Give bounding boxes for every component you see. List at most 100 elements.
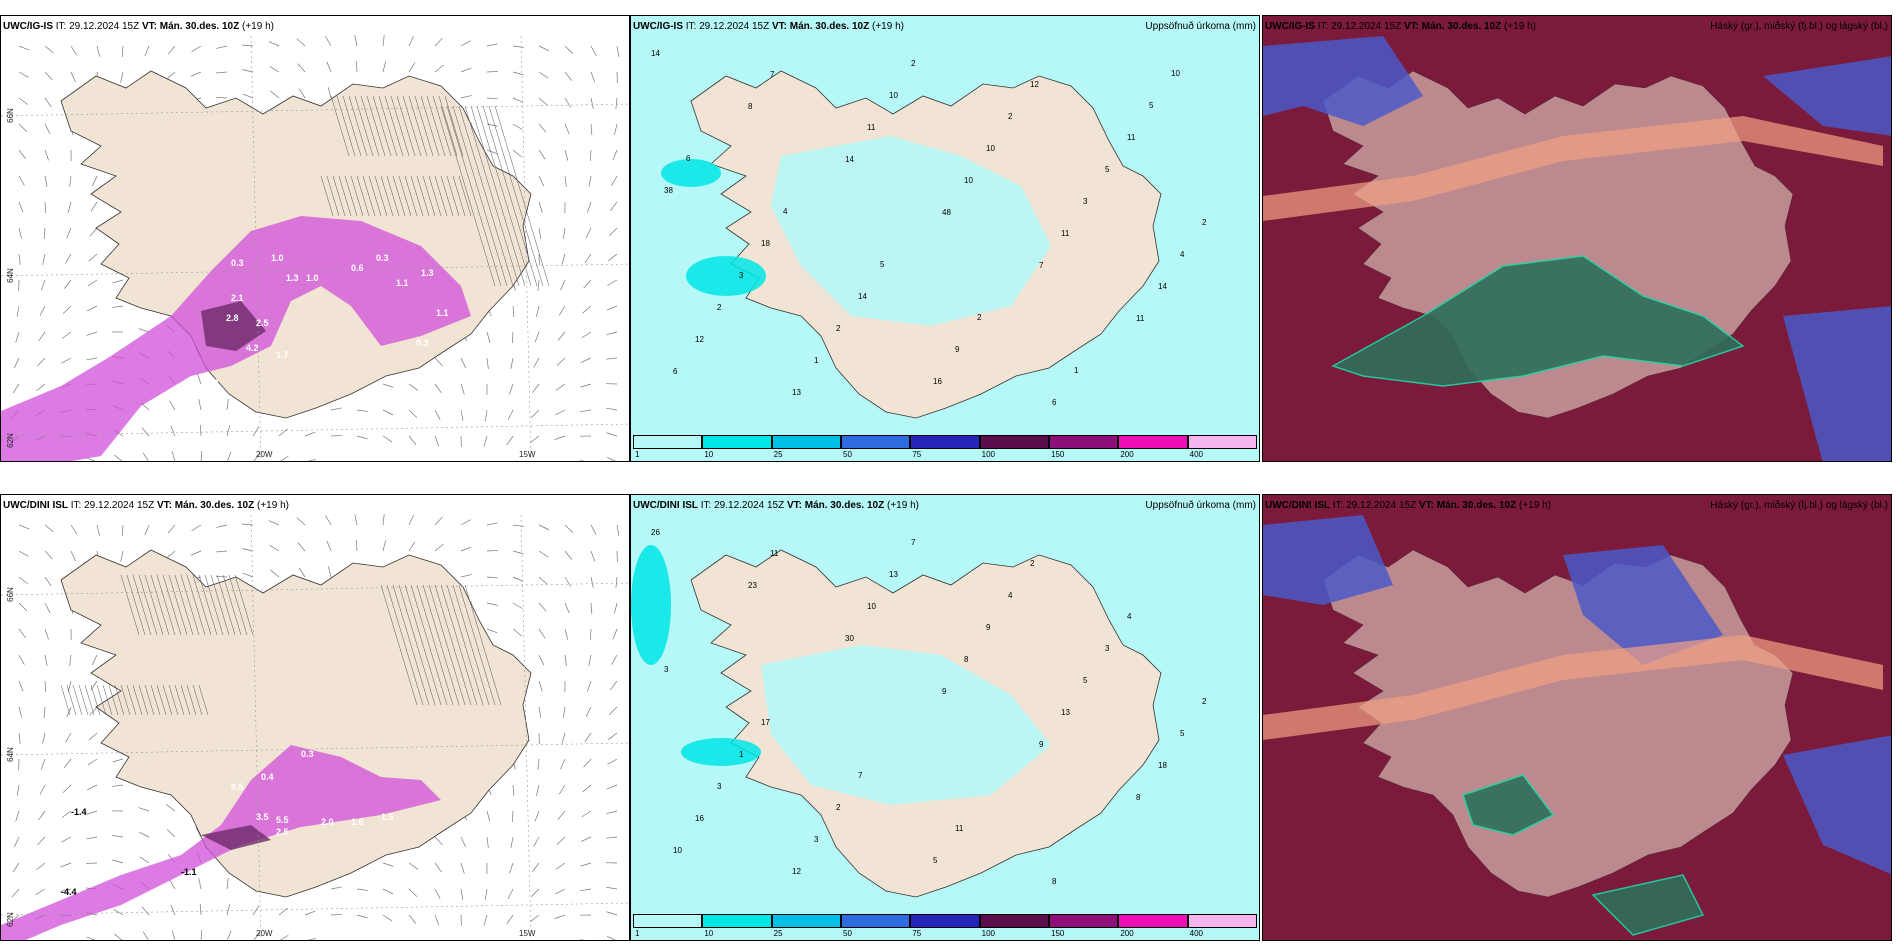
precip-value-label: 1 — [1074, 366, 1079, 375]
precip-value-label: 5 — [1180, 729, 1185, 738]
wind-barb — [70, 524, 78, 535]
wind-barb — [610, 201, 618, 211]
wind-barb — [270, 569, 280, 578]
wind-barb — [512, 550, 524, 555]
precip-value-label: 18 — [1158, 761, 1167, 770]
wind-barb — [609, 706, 618, 716]
precip-value-label: 2 — [1202, 697, 1207, 706]
precip-value-label: 26 — [651, 528, 660, 537]
wind-barb — [512, 123, 523, 130]
precip-value-label: 3.0 — [146, 852, 159, 862]
wind-barb — [112, 859, 124, 864]
precip-value-label: 2 — [836, 324, 841, 333]
precip-value-label: 8 — [1052, 877, 1057, 886]
precip-value-label: 14 — [845, 155, 854, 164]
wind-barb — [141, 906, 150, 916]
wind-barb — [615, 97, 618, 109]
wind-barb — [86, 784, 98, 791]
wind-barb — [296, 38, 306, 47]
parallel — [1, 902, 629, 916]
wind-barb — [18, 45, 30, 51]
precip-value-label: 0.3 — [301, 749, 314, 759]
wind-barb — [44, 654, 48, 666]
meridian — [520, 35, 532, 461]
wind-barb — [114, 933, 123, 940]
wind-barb — [190, 550, 202, 556]
wind-barb — [512, 784, 515, 796]
wind-barb — [226, 904, 231, 916]
wind-barb — [297, 542, 306, 552]
precip-value-label: 0.5 — [231, 782, 244, 792]
wind-barb — [87, 279, 98, 287]
wind-barb — [616, 524, 620, 536]
wind-barb — [112, 305, 124, 308]
wind-barb — [40, 279, 46, 291]
meridian — [520, 514, 532, 940]
wind-barb — [460, 383, 465, 395]
precip-value-label: 2 — [911, 59, 916, 68]
wind-barb — [61, 357, 72, 364]
lon-label: 20W — [256, 929, 273, 938]
wind-barb — [121, 45, 124, 57]
wind-barb — [486, 43, 498, 47]
wind-barb — [88, 732, 98, 741]
wind-barb — [512, 628, 522, 637]
mid-cloud-area — [1763, 56, 1891, 136]
wind-barb — [460, 357, 467, 369]
wind-barb — [39, 784, 46, 795]
lat-label: 64N — [5, 747, 15, 762]
wind-barb — [557, 810, 566, 820]
wind-barb — [86, 810, 98, 815]
wind-barb — [40, 758, 46, 770]
wind-barb — [198, 878, 202, 890]
cloud-band — [1263, 116, 1883, 221]
wind-barb — [13, 836, 20, 848]
wind-barb — [120, 550, 124, 562]
wind-barb — [434, 914, 440, 926]
wind-barb — [96, 45, 100, 57]
wind-barb — [434, 836, 443, 846]
precip-value-label: 2.1 — [161, 393, 174, 403]
wind-barb — [506, 914, 514, 925]
meridian — [250, 35, 262, 461]
wind-barb — [382, 435, 393, 443]
precip-value-label: 2 — [717, 303, 722, 312]
wind-barb — [112, 279, 124, 284]
wind-barb — [558, 784, 566, 795]
wind-barb — [242, 548, 254, 552]
wind-barb — [11, 888, 20, 898]
precip-value-label: 11 — [867, 123, 876, 132]
wind-barb — [555, 383, 566, 391]
wind-barb — [87, 758, 98, 766]
wind-barb — [538, 654, 545, 666]
wind-barb — [227, 930, 232, 940]
wind-barb — [616, 45, 620, 57]
wind-barb — [70, 71, 76, 83]
wind-barb — [581, 331, 592, 339]
precip-core — [201, 825, 271, 850]
wind-barb — [512, 45, 524, 48]
wind-barb — [279, 455, 289, 461]
wind-barb — [434, 435, 440, 447]
precip-value-label: 2 — [1202, 218, 1207, 227]
wind-barb — [533, 357, 540, 368]
wind-barb — [61, 810, 72, 818]
wind-barb — [512, 602, 523, 609]
wind-barb — [584, 253, 592, 264]
wind-barb — [18, 706, 22, 718]
wind-barb — [382, 35, 385, 47]
wind-barb — [583, 758, 592, 768]
wind-barb — [268, 520, 280, 526]
wind-barb — [326, 540, 332, 552]
precip-value-label: 5 — [1083, 676, 1088, 685]
wind-barb — [564, 45, 574, 54]
wind-precip-map-top: UWC/IG-IS IT: 29.12.2024 15Z VT: Mán. 30… — [0, 15, 630, 462]
wind-barb — [590, 602, 593, 614]
wind-barb — [460, 67, 472, 73]
wind-barb — [538, 227, 542, 239]
wind-barb — [16, 784, 20, 796]
wind-barb — [242, 93, 254, 99]
precip-value-label: 38 — [664, 186, 673, 195]
parallel — [1, 103, 629, 117]
wind-barb — [538, 550, 549, 558]
